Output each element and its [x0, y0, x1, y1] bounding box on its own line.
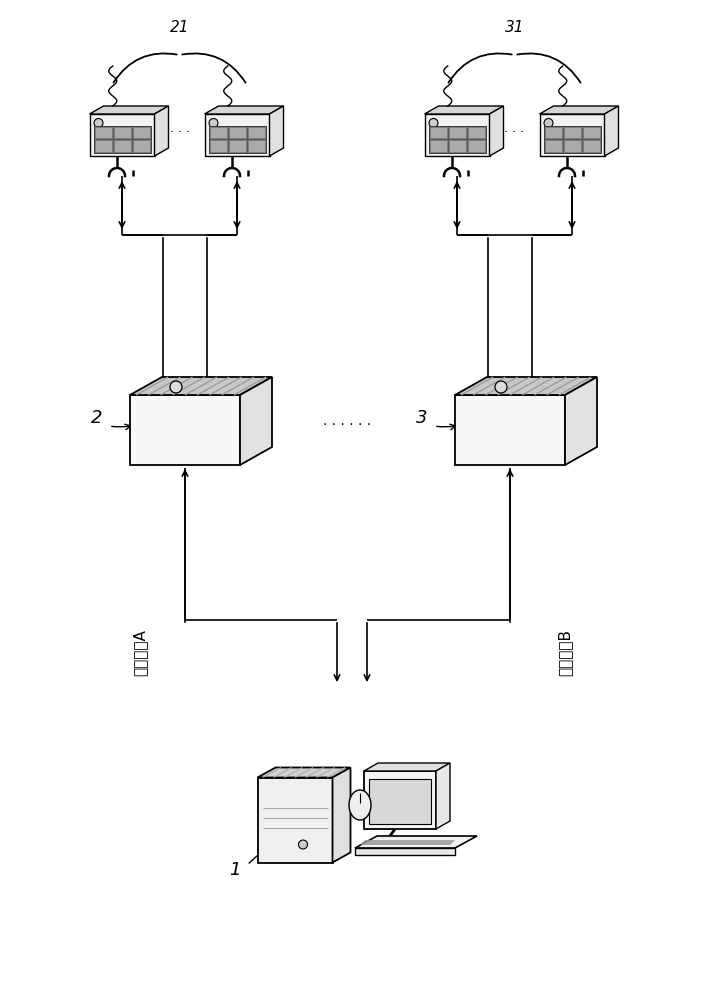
Polygon shape [130, 395, 240, 465]
Text: 2: 2 [92, 409, 103, 427]
Polygon shape [94, 127, 111, 138]
Polygon shape [332, 768, 351, 862]
Polygon shape [543, 126, 601, 153]
Polygon shape [132, 140, 149, 152]
Polygon shape [425, 114, 489, 156]
Polygon shape [448, 127, 465, 138]
Polygon shape [132, 127, 149, 138]
Polygon shape [455, 395, 565, 465]
Circle shape [170, 381, 182, 393]
Polygon shape [605, 106, 619, 156]
Polygon shape [113, 140, 130, 152]
Polygon shape [364, 763, 450, 771]
Polygon shape [154, 106, 168, 156]
Polygon shape [210, 140, 227, 152]
Circle shape [429, 118, 438, 127]
Polygon shape [229, 140, 246, 152]
Polygon shape [563, 127, 581, 138]
Polygon shape [429, 140, 446, 152]
Polygon shape [204, 106, 284, 114]
Polygon shape [94, 140, 111, 152]
Polygon shape [455, 377, 597, 395]
Polygon shape [582, 127, 600, 138]
Polygon shape [425, 106, 503, 114]
Polygon shape [544, 127, 562, 138]
Polygon shape [248, 140, 265, 152]
Text: 通信协议B: 通信协议B [558, 629, 572, 676]
Polygon shape [436, 763, 450, 829]
Polygon shape [582, 140, 600, 152]
Polygon shape [240, 377, 272, 465]
Polygon shape [355, 836, 477, 848]
Polygon shape [539, 106, 619, 114]
Circle shape [94, 118, 103, 127]
Polygon shape [113, 127, 130, 138]
Polygon shape [563, 140, 581, 152]
Polygon shape [270, 106, 284, 156]
Text: · · ·: · · · [505, 126, 524, 139]
Circle shape [544, 118, 553, 127]
Polygon shape [565, 377, 597, 465]
Polygon shape [204, 114, 270, 156]
Polygon shape [258, 778, 332, 862]
Polygon shape [210, 127, 227, 138]
Polygon shape [130, 377, 272, 395]
Polygon shape [489, 106, 503, 156]
Text: · · · · · ·: · · · · · · [323, 418, 372, 432]
Polygon shape [258, 768, 351, 778]
Polygon shape [539, 114, 605, 156]
Text: 3: 3 [416, 409, 428, 427]
Polygon shape [248, 127, 265, 138]
Text: · · ·: · · · [170, 126, 189, 139]
Text: 21: 21 [170, 20, 189, 35]
Text: 1: 1 [230, 861, 241, 879]
Polygon shape [229, 127, 246, 138]
Polygon shape [369, 779, 431, 824]
Ellipse shape [349, 790, 371, 820]
Polygon shape [208, 126, 265, 153]
Polygon shape [429, 127, 446, 138]
Polygon shape [364, 771, 436, 829]
Circle shape [495, 381, 507, 393]
Circle shape [298, 840, 308, 849]
Polygon shape [429, 126, 486, 153]
Polygon shape [355, 848, 455, 855]
Circle shape [209, 118, 218, 127]
Polygon shape [94, 126, 151, 153]
Polygon shape [544, 140, 562, 152]
Polygon shape [467, 127, 484, 138]
Text: 31: 31 [505, 20, 524, 35]
Polygon shape [89, 106, 168, 114]
Polygon shape [89, 114, 154, 156]
Text: 通信协议A: 通信协议A [132, 629, 148, 676]
Polygon shape [448, 140, 465, 152]
Polygon shape [467, 140, 484, 152]
